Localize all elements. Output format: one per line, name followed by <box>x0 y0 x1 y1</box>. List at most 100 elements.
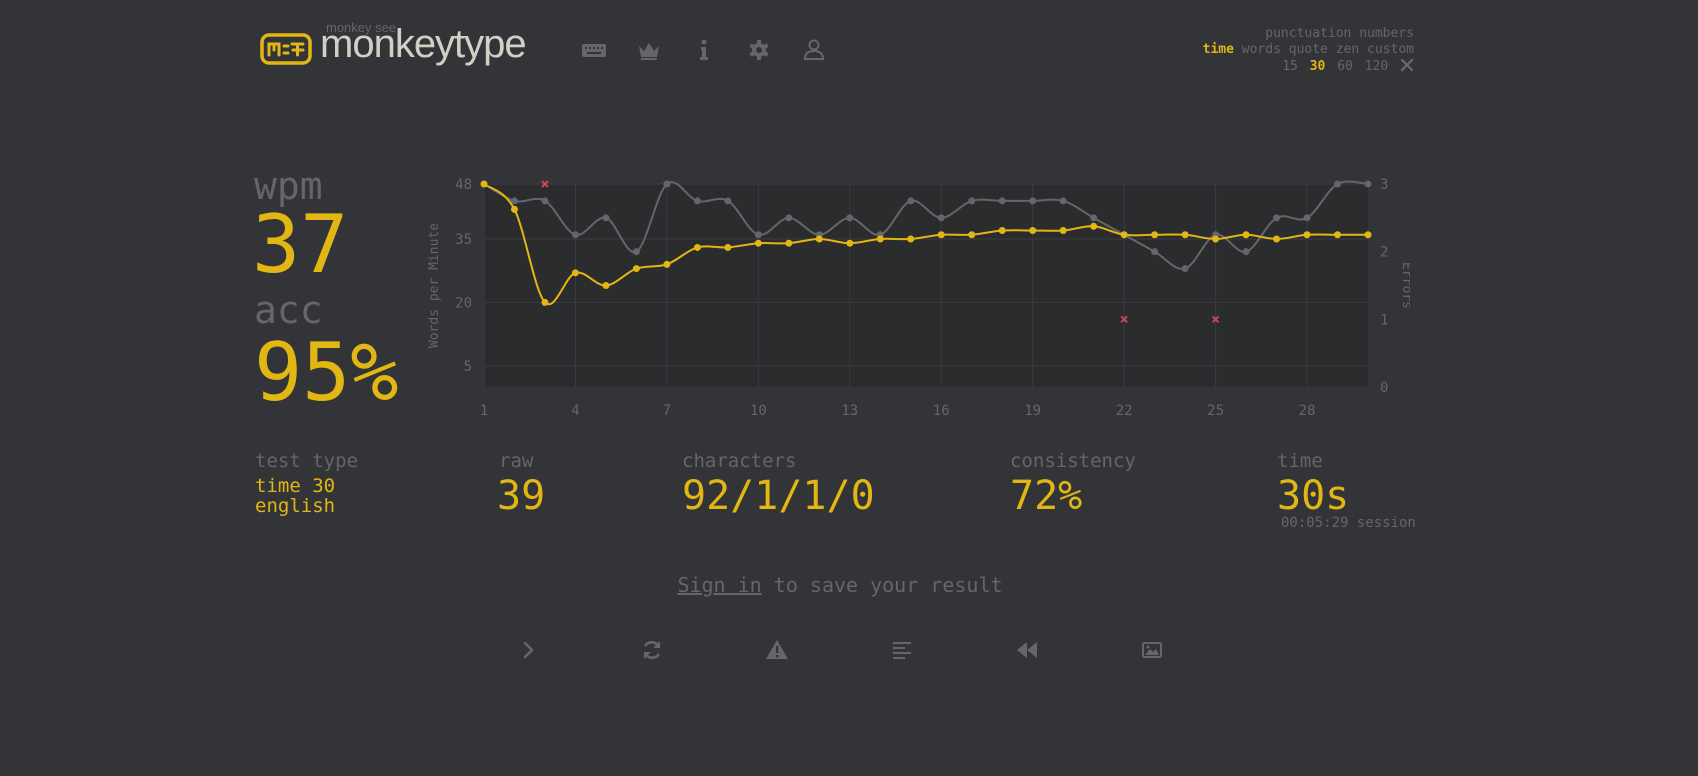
chart-raw-point <box>1243 248 1250 255</box>
chart-wpm-point <box>907 235 914 242</box>
chart-x-tick-label: 16 <box>933 403 950 419</box>
config-row-modes: time words quote zen custom <box>1014 42 1414 58</box>
test-type-label: test type <box>255 450 358 472</box>
next-test-icon[interactable] <box>515 637 541 663</box>
wpm-chart: 5 20 35 48 0 1 2 3 1 4 7 10 13 16 19 22 25 28 Words per Mi… <box>420 165 1410 425</box>
chart-raw-point <box>1304 214 1311 221</box>
mode-words[interactable]: words <box>1242 42 1281 57</box>
chart-wpm-point <box>1090 223 1097 230</box>
chart-raw-point <box>968 197 975 204</box>
chart-wpm-point <box>724 244 731 251</box>
raw-value: 39 <box>497 474 545 518</box>
chart-y-tick-label: 35 <box>455 232 472 248</box>
user-icon[interactable] <box>801 38 827 62</box>
chart-wpm-point <box>1212 235 1219 242</box>
crown-icon[interactable] <box>636 38 662 62</box>
chart-wpm-point <box>1182 231 1189 238</box>
chart-raw-point <box>938 214 945 221</box>
keyboard-icon[interactable] <box>581 38 607 62</box>
config-row-options: punctuation numbers <box>1014 26 1414 42</box>
mode-custom[interactable]: custom <box>1367 42 1414 57</box>
duration-30[interactable]: 30 <box>1310 59 1326 74</box>
config-row-durations: 15 30 60 120 <box>1014 58 1414 75</box>
signin-link[interactable]: Sign in <box>677 573 761 597</box>
chart-y2-tick-label: 0 <box>1380 380 1388 396</box>
logo-text[interactable]: monkeytype <box>320 22 526 67</box>
chart-wpm-point <box>1334 231 1341 238</box>
gear-icon[interactable] <box>746 38 772 62</box>
chart-plot-area <box>484 184 1368 387</box>
duration-120[interactable]: 120 <box>1365 59 1388 74</box>
chart-y2-tick-label: 3 <box>1380 177 1388 193</box>
chart-wpm-point <box>694 244 701 251</box>
chart-wpm-point <box>1029 227 1036 234</box>
chart-wpm-point <box>816 235 823 242</box>
chart-x-tick-label: 7 <box>663 403 671 419</box>
monkeytype-logo-icon[interactable] <box>260 33 312 65</box>
chart-raw-point <box>785 214 792 221</box>
chart-wpm-point <box>511 206 518 213</box>
duration-15[interactable]: 15 <box>1282 59 1298 74</box>
chart-wpm-point <box>572 269 579 276</box>
info-icon[interactable] <box>691 38 717 62</box>
chart-y-tick-label: 20 <box>455 295 472 311</box>
signin-text: to save your result <box>762 573 1003 597</box>
mode-quote[interactable]: quote <box>1289 42 1328 57</box>
time-value: 30s <box>1277 474 1349 518</box>
chart-svg: 520354801231 4 7 10 13 16 19 22 25 28Words per Mi… <box>420 165 1410 425</box>
chart-raw-point <box>694 197 701 204</box>
warning-icon[interactable] <box>764 637 790 663</box>
chart-x-tick-label: 28 <box>1299 403 1316 419</box>
chart-wpm-point <box>999 227 1006 234</box>
chart-wpm-point <box>1060 227 1067 234</box>
chart-raw-point <box>907 197 914 204</box>
mode-zen[interactable]: zen <box>1336 42 1359 57</box>
chart-y2-axis-label: Errors <box>1399 262 1410 309</box>
chart-x-tick-label: 25 <box>1207 403 1224 419</box>
chart-wpm-point <box>663 261 670 268</box>
time-label: time <box>1277 450 1323 472</box>
chart-raw-point <box>1334 181 1341 188</box>
chart-wpm-point <box>968 231 975 238</box>
chart-raw-point <box>541 197 548 204</box>
chart-raw-point <box>572 231 579 238</box>
test-type-language: english <box>255 496 335 516</box>
wpm-value: 37 <box>252 205 348 285</box>
chart-y-axis-label: Words per Minute <box>427 223 442 348</box>
chart-raw-point <box>999 197 1006 204</box>
characters-label: characters <box>682 450 796 472</box>
tools-icon[interactable] <box>1400 59 1414 74</box>
punctuation-toggle[interactable]: punctuation <box>1265 26 1351 41</box>
chart-x-tick-label: 19 <box>1024 403 1041 419</box>
chart-wpm-point <box>846 240 853 247</box>
screenshot-icon[interactable] <box>1139 637 1165 663</box>
chart-raw-point <box>1029 197 1036 204</box>
chart-raw-point <box>1060 197 1067 204</box>
test-config: punctuation numbers time words quote zen… <box>1014 26 1414 75</box>
duration-60[interactable]: 60 <box>1337 59 1353 74</box>
chart-raw-point <box>846 214 853 221</box>
mode-time[interactable]: time <box>1203 42 1234 57</box>
chart-y-tick-label: 5 <box>464 359 472 375</box>
chart-wpm-point <box>938 231 945 238</box>
restart-icon[interactable] <box>639 637 665 663</box>
chart-x-tick-label: 10 <box>750 403 767 419</box>
replay-icon[interactable] <box>1014 637 1040 663</box>
test-type-mode: time 30 <box>255 476 335 496</box>
consistency-value: 72% <box>1010 474 1082 518</box>
chart-raw-point <box>1273 214 1280 221</box>
session-time: 00:05:29 session <box>1281 515 1416 531</box>
chart-x-tick-label: 13 <box>841 403 858 419</box>
chart-x-tick-label: 4 <box>571 403 579 419</box>
numbers-toggle[interactable]: numbers <box>1359 26 1414 41</box>
chart-wpm-point <box>633 265 640 272</box>
chart-wpm-point <box>602 282 609 289</box>
chart-y2-tick-label: 1 <box>1380 312 1388 328</box>
chart-wpm-point <box>755 240 762 247</box>
chart-y2-tick-label: 2 <box>1380 245 1388 261</box>
words-history-icon[interactable] <box>889 637 915 663</box>
chart-wpm-point <box>1151 231 1158 238</box>
chart-x-tick-label: 22 <box>1116 403 1133 419</box>
chart-raw-point <box>1151 248 1158 255</box>
chart-wpm-point <box>877 235 884 242</box>
